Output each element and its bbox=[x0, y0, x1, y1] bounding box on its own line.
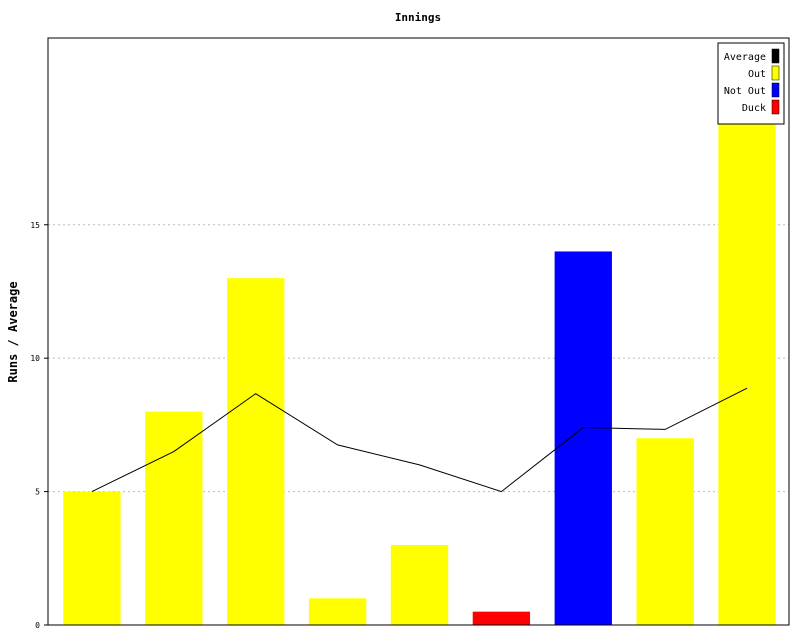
bar bbox=[472, 611, 531, 625]
legend-label: Duck bbox=[742, 103, 766, 114]
bar bbox=[227, 278, 285, 625]
bar bbox=[636, 438, 694, 625]
bar bbox=[145, 411, 203, 625]
legend-label: Out bbox=[748, 69, 766, 80]
average-line bbox=[91, 387, 748, 493]
legend-label: Not Out bbox=[724, 86, 766, 97]
legend-swatch bbox=[771, 65, 780, 81]
chart-title: Innings bbox=[395, 11, 441, 24]
bar bbox=[718, 118, 776, 625]
average-line-layer bbox=[91, 387, 748, 493]
y-tick-label: 5 bbox=[35, 488, 40, 497]
y-tick-label: 0 bbox=[35, 621, 40, 630]
legend-swatch bbox=[771, 48, 780, 64]
legend: Average Out Not Out Duck bbox=[717, 42, 785, 125]
y-tick-label: 10 bbox=[30, 354, 40, 363]
y-axis-ticks: 0 5 10 15 bbox=[30, 221, 48, 630]
y-axis-label: Runs / Average bbox=[6, 281, 20, 382]
legend-swatch bbox=[771, 99, 780, 115]
bar bbox=[308, 598, 367, 625]
y-tick-label: 15 bbox=[30, 221, 40, 230]
legend-swatch bbox=[771, 82, 780, 98]
bar bbox=[390, 544, 449, 625]
gridlines bbox=[48, 224, 789, 493]
legend-label: Average bbox=[724, 52, 766, 63]
plot-area-frame bbox=[47, 37, 790, 626]
bar bbox=[63, 491, 121, 625]
bars bbox=[63, 118, 776, 626]
bar bbox=[554, 251, 612, 626]
